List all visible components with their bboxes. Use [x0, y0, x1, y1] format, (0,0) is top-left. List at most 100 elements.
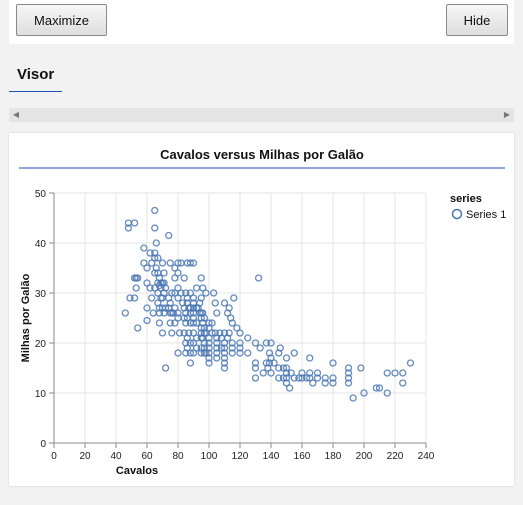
- data-point: [213, 344, 221, 352]
- data-point: [225, 329, 233, 337]
- data-point: [213, 349, 221, 357]
- data-point: [344, 369, 353, 377]
- chart-legend: series Series 1: [450, 193, 506, 221]
- data-point: [158, 329, 167, 337]
- data-point: [192, 344, 201, 352]
- window-toolbar: Maximize Hide: [9, 0, 514, 44]
- y-tick-label: 30: [35, 289, 47, 300]
- data-point: [220, 299, 229, 307]
- x-tick-label: 160: [294, 451, 311, 462]
- data-point: [143, 264, 151, 272]
- data-point: [360, 389, 368, 397]
- y-tick-label: 50: [35, 189, 47, 200]
- x-tick-label: 140: [263, 451, 280, 462]
- data-point: [282, 364, 291, 372]
- data-point: [213, 334, 221, 342]
- data-point: [205, 339, 213, 347]
- data-point: [225, 304, 233, 312]
- data-point: [282, 354, 291, 362]
- legend-marker-icon: [451, 208, 463, 220]
- data-point: [236, 344, 244, 352]
- data-point: [213, 309, 221, 317]
- data-point: [121, 309, 129, 317]
- data-point: [244, 334, 252, 342]
- data-point: [155, 309, 164, 317]
- x-tick-label: 60: [141, 451, 153, 462]
- data-point: [344, 379, 353, 387]
- data-point: [220, 329, 229, 337]
- data-point: [186, 259, 195, 267]
- data-point: [151, 206, 159, 215]
- data-point: [267, 369, 275, 377]
- data-point: [174, 294, 182, 302]
- data-point: [132, 284, 140, 292]
- data-point: [205, 324, 213, 332]
- data-point: [160, 269, 168, 277]
- data-point: [267, 339, 275, 347]
- data-point: [189, 319, 198, 327]
- x-tick-label: 180: [325, 451, 342, 462]
- data-point: [197, 349, 205, 357]
- data-point: [197, 344, 205, 352]
- data-point: [399, 369, 407, 377]
- data-point: [254, 274, 263, 282]
- data-point: [154, 254, 162, 262]
- data-point: [306, 354, 314, 362]
- data-point: [124, 224, 133, 232]
- data-point: [143, 304, 151, 312]
- data-point: [220, 349, 229, 357]
- data-point: [208, 319, 216, 327]
- data-point: [344, 374, 353, 382]
- data-point: [165, 231, 173, 240]
- data-point: [211, 299, 219, 307]
- data-point: [174, 349, 182, 357]
- data-point: [200, 339, 209, 347]
- y-tick-label: 10: [35, 389, 47, 400]
- y-tick-label: 0: [40, 439, 46, 450]
- y-tick-label: 20: [35, 339, 47, 350]
- data-point: [130, 294, 139, 302]
- data-point: [186, 309, 195, 317]
- data-point: [228, 319, 236, 327]
- data-point: [313, 374, 322, 382]
- chart-ticks: 0 20 40 60 80 100 120 140 160 180 200 220 240 0 10 20 30…: [35, 189, 435, 462]
- data-point: [134, 324, 142, 332]
- x-tick-label: 220: [387, 451, 404, 462]
- data-point: [282, 369, 291, 377]
- data-point: [185, 329, 193, 337]
- data-point: [228, 339, 236, 347]
- data-point: [275, 374, 283, 382]
- data-point: [290, 374, 298, 382]
- horizontal-scrollbar[interactable]: ◀ ▶: [9, 108, 514, 122]
- x-tick-label: 240: [418, 451, 435, 462]
- data-point: [130, 219, 139, 227]
- data-point: [147, 259, 156, 267]
- data-point: [236, 329, 244, 337]
- chart-title: Cavalos versus Milhas por Galão: [160, 147, 364, 162]
- scroll-left-icon[interactable]: ◀: [12, 110, 20, 119]
- data-point: [321, 374, 329, 382]
- data-point: [202, 289, 210, 297]
- data-point: [186, 289, 195, 297]
- x-tick-label: 100: [201, 451, 218, 462]
- data-point: [186, 339, 195, 347]
- chart-points: [121, 206, 415, 402]
- data-point: [171, 319, 179, 327]
- data-point: [202, 349, 210, 357]
- data-point: [205, 359, 213, 367]
- x-axis-label: Cavalos: [116, 465, 158, 477]
- y-tick-label: 40: [35, 239, 47, 250]
- data-point: [306, 374, 314, 382]
- data-point: [166, 259, 174, 267]
- chart-card: Cavalos versus Milhas por Galão 0 20 40 60 8…: [9, 133, 514, 486]
- x-tick-label: 40: [110, 451, 122, 462]
- scroll-right-icon[interactable]: ▶: [503, 110, 511, 119]
- data-point: [180, 329, 188, 337]
- x-tick-label: 0: [51, 451, 57, 462]
- data-point: [186, 349, 195, 357]
- data-point: [168, 289, 176, 297]
- x-tick-label: 120: [232, 451, 249, 462]
- maximize-button[interactable]: Maximize: [16, 4, 107, 36]
- hide-button[interactable]: Hide: [446, 4, 508, 36]
- data-point: [161, 364, 170, 372]
